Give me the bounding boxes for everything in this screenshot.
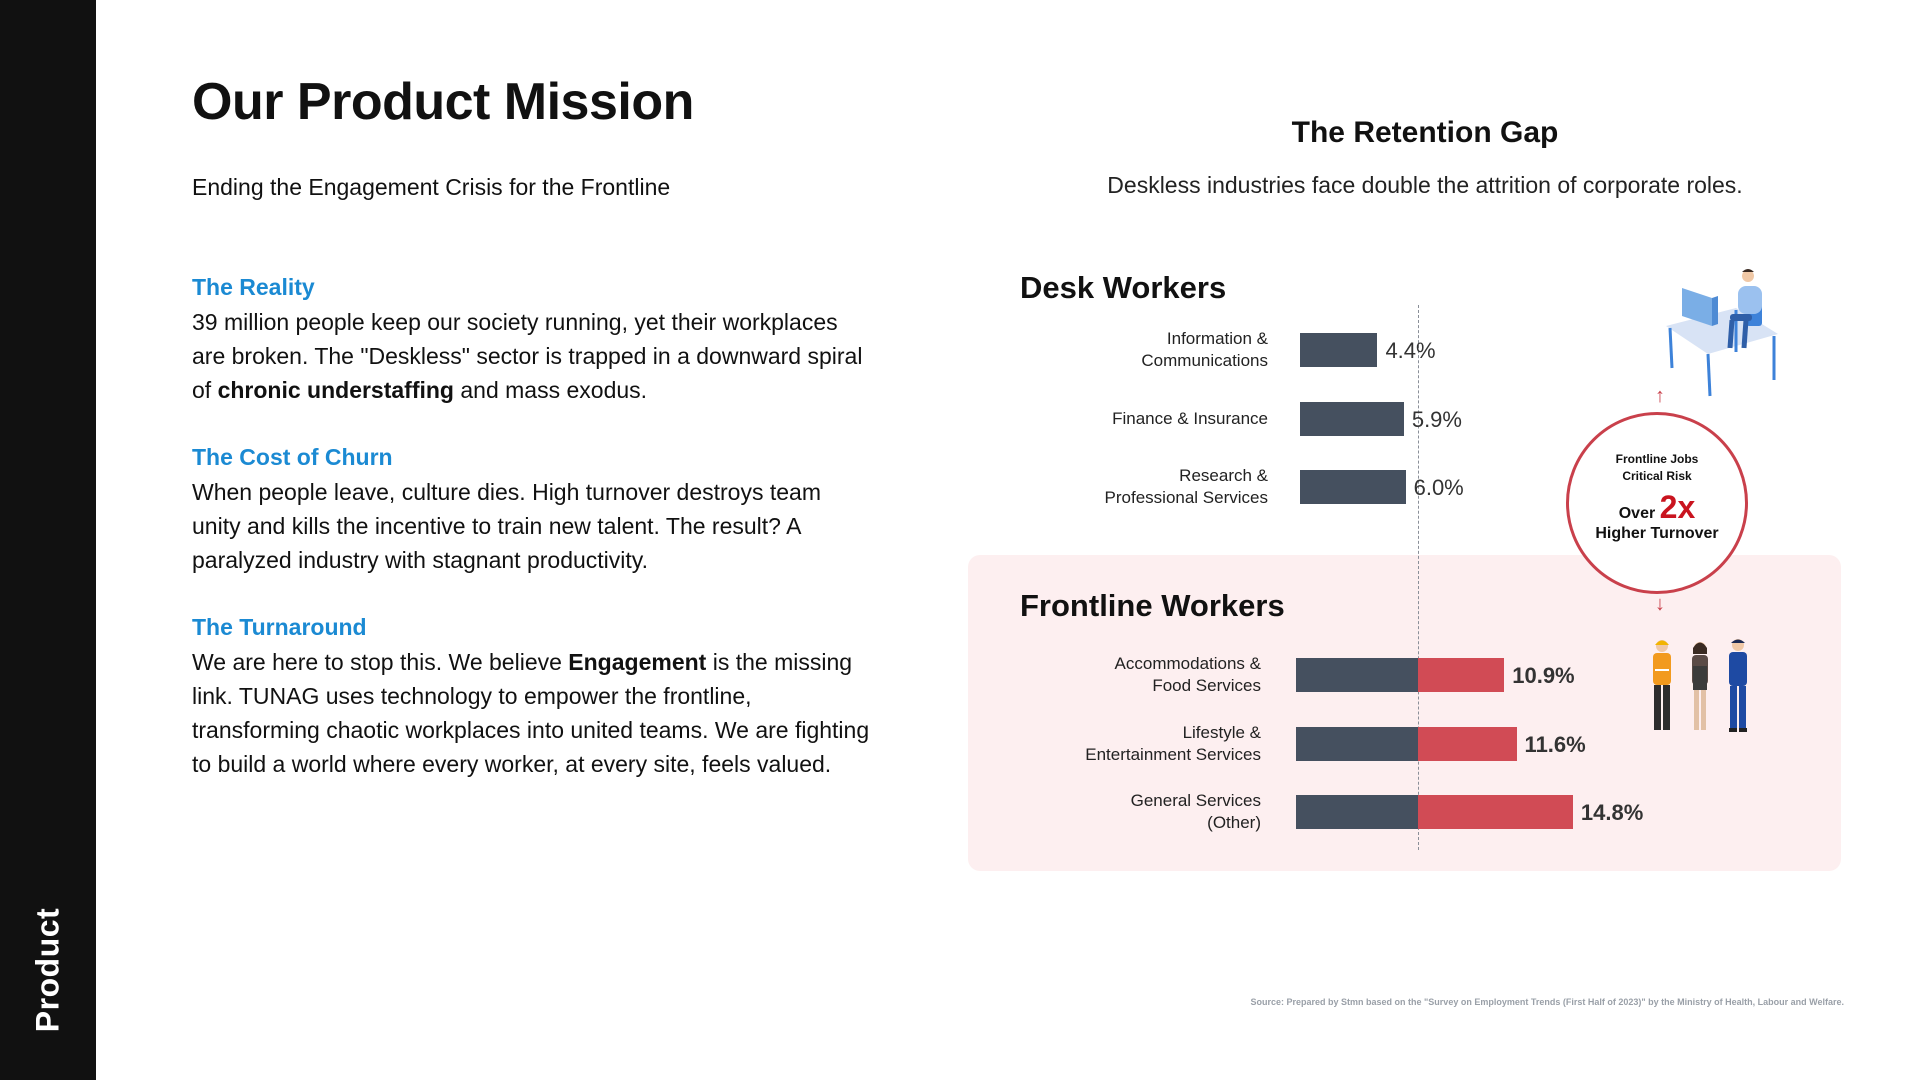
section-body: When people leave, culture dies. High tu…	[192, 479, 821, 573]
risk-badge: Frontline Jobs Critical Risk Over 2x Hig…	[1566, 412, 1748, 594]
desk-worker-illustration	[1666, 269, 1778, 397]
section-body: 39 million people keep our society runni…	[192, 309, 863, 403]
reference-line	[1418, 305, 1419, 850]
bar-frontline-excess	[1418, 727, 1517, 761]
risk-multiplier-value: 2x	[1659, 489, 1696, 525]
bar-desk	[1300, 402, 1404, 436]
section-heading: The Cost of Churn	[192, 444, 393, 470]
category-label: Research & Professional Services	[1104, 466, 1268, 507]
category-label: General Services (Other)	[1130, 791, 1261, 832]
bar-frontline-excess	[1418, 658, 1505, 692]
bar-frontline-baseline	[1296, 795, 1418, 829]
bar-value-label: 4.4%	[1385, 338, 1436, 363]
section-turnaround: The Turnaround We are here to stop this.…	[192, 614, 872, 781]
chart-subtitle: Deskless industries face double the attr…	[1107, 172, 1743, 198]
chart-title: The Retention Gap	[1291, 116, 1559, 149]
risk-badge-caption: Higher Turnover	[1595, 525, 1719, 542]
category-label: Finance & Insurance	[1112, 409, 1268, 428]
group-title-frontline: Frontline Workers	[1020, 588, 1285, 623]
bar-value-label: 11.6%	[1524, 732, 1586, 757]
category-label: Lifestyle & Entertainment Services	[1085, 723, 1261, 764]
section-body: We are here to stop this. We believe Eng…	[192, 649, 870, 777]
bar-frontline-baseline	[1296, 658, 1418, 692]
category-label: Accommodations & Food Services	[1114, 654, 1261, 695]
bar-value-label: 10.9%	[1512, 663, 1575, 688]
source-note: Source: Prepared by Stmn based on the "S…	[1250, 997, 1845, 1007]
bar-desk	[1300, 470, 1406, 504]
section-reality: The Reality 39 million people keep our s…	[192, 274, 872, 407]
page-subtitle: Ending the Engagement Crisis for the Fro…	[192, 174, 671, 200]
risk-badge-title: Frontline Jobs Critical Risk	[1615, 452, 1699, 483]
page-title: Our Product Mission	[192, 73, 694, 131]
section-cost-of-churn: The Cost of Churn When people leave, cul…	[192, 444, 872, 577]
bar-frontline-baseline	[1296, 727, 1418, 761]
arrow-down-icon: ↓	[1655, 593, 1665, 615]
risk-over-label: Over	[1618, 505, 1656, 522]
bar-value-label: 6.0%	[1413, 475, 1464, 500]
bar-value-label: 14.8%	[1580, 800, 1644, 825]
sidebar-label: Product	[29, 907, 66, 1033]
bar-value-label: 5.9%	[1411, 407, 1462, 432]
section-heading: The Turnaround	[192, 614, 367, 640]
frontline-workers-illustration	[1653, 639, 1747, 732]
group-title-desk: Desk Workers	[1020, 270, 1227, 305]
bar-desk	[1300, 333, 1378, 367]
section-heading: The Reality	[192, 274, 315, 300]
bar-frontline-excess	[1418, 795, 1573, 829]
risk-badge-multiplier: Over 2x	[1569, 489, 1745, 526]
arrow-up-icon: ↑	[1655, 385, 1665, 407]
category-label: Information & Communications	[1141, 329, 1268, 370]
sidebar: Product	[0, 0, 96, 1080]
